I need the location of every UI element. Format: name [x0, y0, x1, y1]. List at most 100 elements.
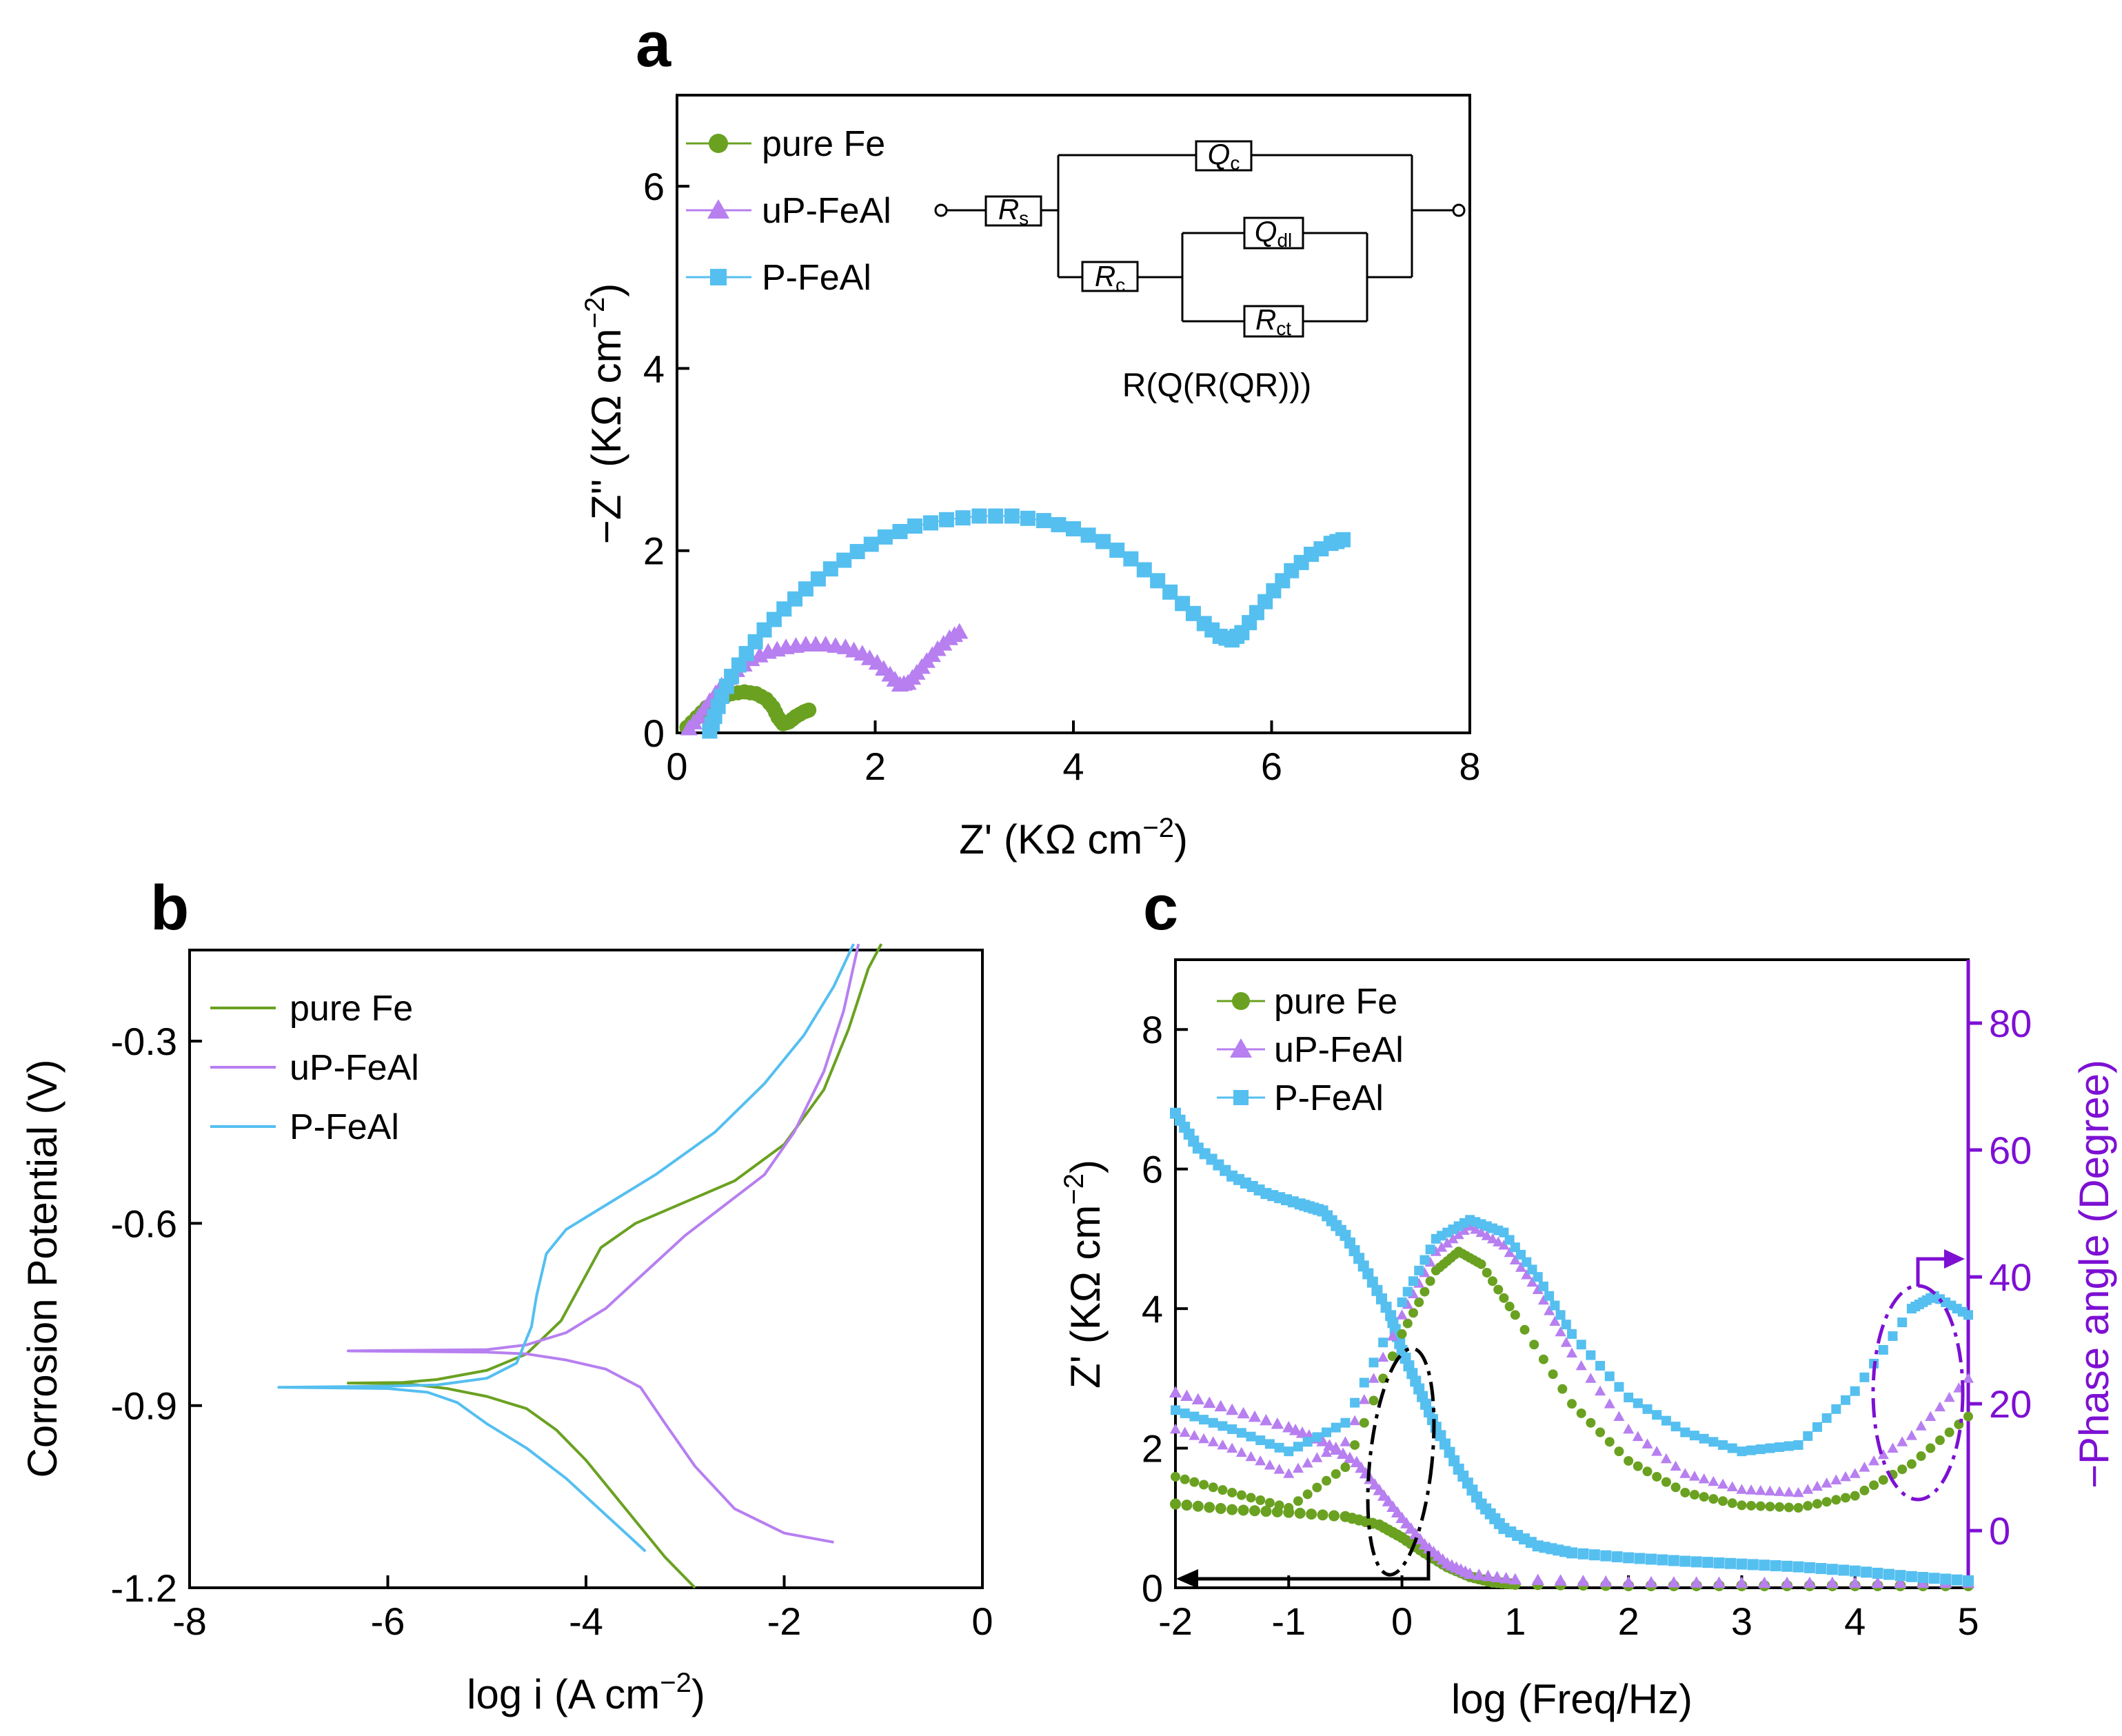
a-point-2-8 — [738, 646, 754, 662]
c-phase-point-0-49 — [1519, 1324, 1530, 1335]
c-imp-point-2-96 — [1747, 1559, 1759, 1571]
c-phase-point-0-13 — [1293, 1496, 1303, 1506]
c-phase-point-2-17 — [1331, 1422, 1341, 1433]
c-phase-point-1-92 — [1925, 1411, 1937, 1421]
y-axis-label-b: Corrosion Potential (V) — [19, 1060, 65, 1478]
c-phase-point-1-66 — [1679, 1468, 1691, 1478]
a-point-2-23 — [923, 515, 938, 531]
c-phase-point-2-68 — [1699, 1433, 1709, 1444]
circuit-label-qc: Qc — [1208, 138, 1240, 174]
c-phase-point-2-65 — [1670, 1422, 1681, 1432]
c-imp-point-1-2 — [1191, 1393, 1205, 1405]
c-imp-point-0-8 — [1260, 1506, 1272, 1517]
c-phase-point-2-24 — [1397, 1297, 1407, 1307]
c-phase-point-0-86 — [1869, 1480, 1879, 1491]
c-imp-point-2-101 — [1804, 1562, 1815, 1573]
c-phase-point-0-23 — [1387, 1351, 1397, 1362]
c-imp-point-0-3 — [1204, 1502, 1215, 1513]
c-phase-point-0-25 — [1402, 1318, 1413, 1329]
a-point-2-28 — [1004, 508, 1020, 524]
c-xtick-label-2: 0 — [1391, 1599, 1413, 1643]
c-phase-point-1-43 — [1504, 1247, 1515, 1258]
legend-b-label-pure-fe: pure Fe — [290, 989, 413, 1029]
c-imp-point-1-18 — [1336, 1447, 1350, 1460]
c-phase-point-0-29 — [1425, 1276, 1435, 1286]
c-phase-point-0-45 — [1493, 1284, 1504, 1295]
c-phase-point-0-53 — [1557, 1384, 1568, 1394]
panel-label-c: c — [1143, 873, 1178, 943]
c-imp-point-1-62 — [1780, 1576, 1794, 1588]
c-phase-point-2-59 — [1614, 1382, 1624, 1392]
c-imp-point-2-104 — [1838, 1564, 1850, 1576]
c-phase-point-0-27 — [1414, 1297, 1424, 1307]
c-phase-point-1-2 — [1189, 1430, 1200, 1440]
c-phase-point-0-14 — [1302, 1489, 1313, 1500]
b-xtick-label-4: 0 — [971, 1599, 993, 1643]
axis-ticks-a: 0 2 4 6 8 0 2 4 6 — [643, 165, 1481, 788]
c-phase-point-2-74 — [1755, 1444, 1766, 1455]
c-phase-point-0-12 — [1284, 1503, 1294, 1513]
c-phase-point-0-3 — [1199, 1480, 1209, 1490]
c-imp-point-2-87 — [1646, 1553, 1657, 1565]
a-point-2-9 — [747, 634, 763, 649]
c-phase-point-1-23 — [1386, 1330, 1398, 1341]
c-phase-point-1-40 — [1486, 1233, 1499, 1244]
c-phase-point-2-76 — [1775, 1442, 1785, 1453]
b-series-line-1 — [347, 943, 860, 1544]
c-imp-point-2-100 — [1792, 1561, 1804, 1573]
c-imp-point-1-59 — [1712, 1576, 1726, 1588]
c-phase-point-0-4 — [1208, 1482, 1218, 1493]
c-imp-point-2-95 — [1736, 1558, 1748, 1570]
legend-a-item-up-feal: uP-FeAl — [686, 191, 891, 231]
legend-c-label-up-feal: uP-FeAl — [1274, 1030, 1404, 1070]
c-phase-point-0-24 — [1397, 1329, 1407, 1339]
a-xtick-label-0: 0 — [666, 745, 687, 788]
c-phase-point-1-45 — [1515, 1262, 1527, 1272]
c-phase-point-1-13 — [1292, 1462, 1304, 1473]
c-phase-point-1-82 — [1830, 1474, 1842, 1485]
c-phase-point-2-83 — [1841, 1395, 1851, 1405]
c-imp-point-1-46 — [1473, 1568, 1486, 1580]
plot-area-a — [679, 508, 1351, 739]
c-phase-point-1-10 — [1264, 1460, 1275, 1470]
c-phase-point-2-21 — [1368, 1357, 1379, 1368]
y-axis-label-a: −Z'' (KΩ cm−2) — [580, 283, 629, 544]
circuit-label-rs: Rs — [998, 193, 1029, 229]
a-ytick-label-1: 2 — [643, 529, 665, 573]
b-ytick-label-0: -0.3 — [111, 1020, 178, 1063]
c-imp-point-0-6 — [1237, 1504, 1249, 1516]
c-phase-point-1-53 — [1560, 1337, 1572, 1347]
c-imp-point-2-37 — [1371, 1284, 1383, 1296]
c-imp-point-1-60 — [1735, 1576, 1748, 1588]
c-phase-point-0-73 — [1746, 1500, 1757, 1511]
arrow-to-left-axis-line — [1186, 1551, 1431, 1581]
c-phase-point-2-19 — [1350, 1397, 1360, 1408]
c-imp-point-2-108 — [1883, 1568, 1894, 1580]
b-xtick-label-3: -2 — [767, 1599, 802, 1643]
c-phase-point-2-53 — [1561, 1320, 1571, 1330]
c-imp-point-2-99 — [1781, 1560, 1793, 1572]
c-imp-point-1-4 — [1214, 1400, 1227, 1412]
c-imp-point-1-45 — [1463, 1567, 1477, 1579]
c-phase-point-0-50 — [1529, 1340, 1539, 1350]
c-phase-point-1-72 — [1736, 1484, 1748, 1494]
c-phase-point-2-57 — [1595, 1360, 1606, 1371]
circuit-label-qdl: Qdl — [1255, 215, 1292, 251]
c-ytick-label-1: 2 — [1142, 1427, 1163, 1471]
c-phase-point-1-57 — [1595, 1385, 1606, 1396]
c-phase-point-1-77 — [1783, 1486, 1795, 1497]
c-phase-point-1-47 — [1526, 1276, 1538, 1287]
c-phase-point-1-49 — [1537, 1294, 1549, 1305]
c-imp-point-1-9 — [1271, 1417, 1284, 1429]
c-imp-point-1-12 — [1295, 1426, 1309, 1438]
circuit-terminal-right — [1452, 203, 1466, 217]
c-phase-point-1-84 — [1849, 1468, 1861, 1478]
a-point-2-15 — [810, 571, 826, 587]
c-phase-point-0-81 — [1821, 1497, 1832, 1507]
a-point-2-7 — [731, 657, 747, 673]
c-imp-point-2-98 — [1770, 1560, 1781, 1572]
c-imp-point-2-109 — [1894, 1570, 1906, 1582]
c-imp-point-0-0 — [1170, 1498, 1181, 1510]
c-phase-point-2-64 — [1661, 1415, 1671, 1426]
c-phase-point-1-55 — [1575, 1360, 1587, 1371]
